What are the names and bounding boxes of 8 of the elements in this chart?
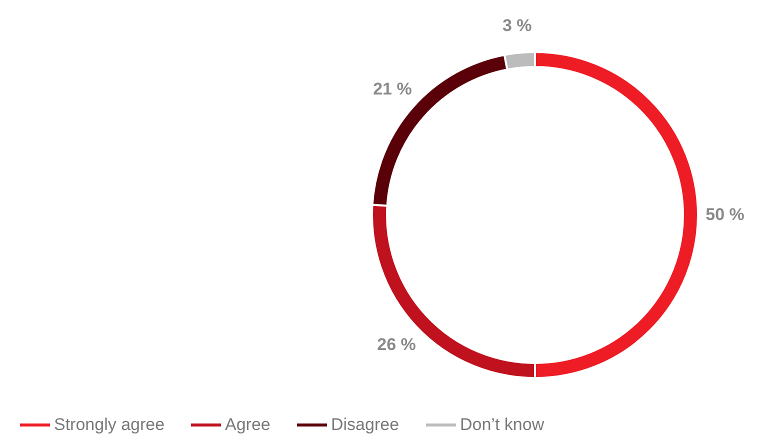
legend-label: Agree xyxy=(225,415,270,434)
legend-label: Strongly agree xyxy=(54,415,165,434)
legend-label: Don’t know xyxy=(460,415,545,434)
data-label: 50 % xyxy=(706,205,744,224)
legend-label: Disagree xyxy=(331,415,400,434)
data-label: 21 % xyxy=(373,79,412,98)
data-label: 26 % xyxy=(377,335,416,354)
data-label: 3 % xyxy=(502,16,532,35)
